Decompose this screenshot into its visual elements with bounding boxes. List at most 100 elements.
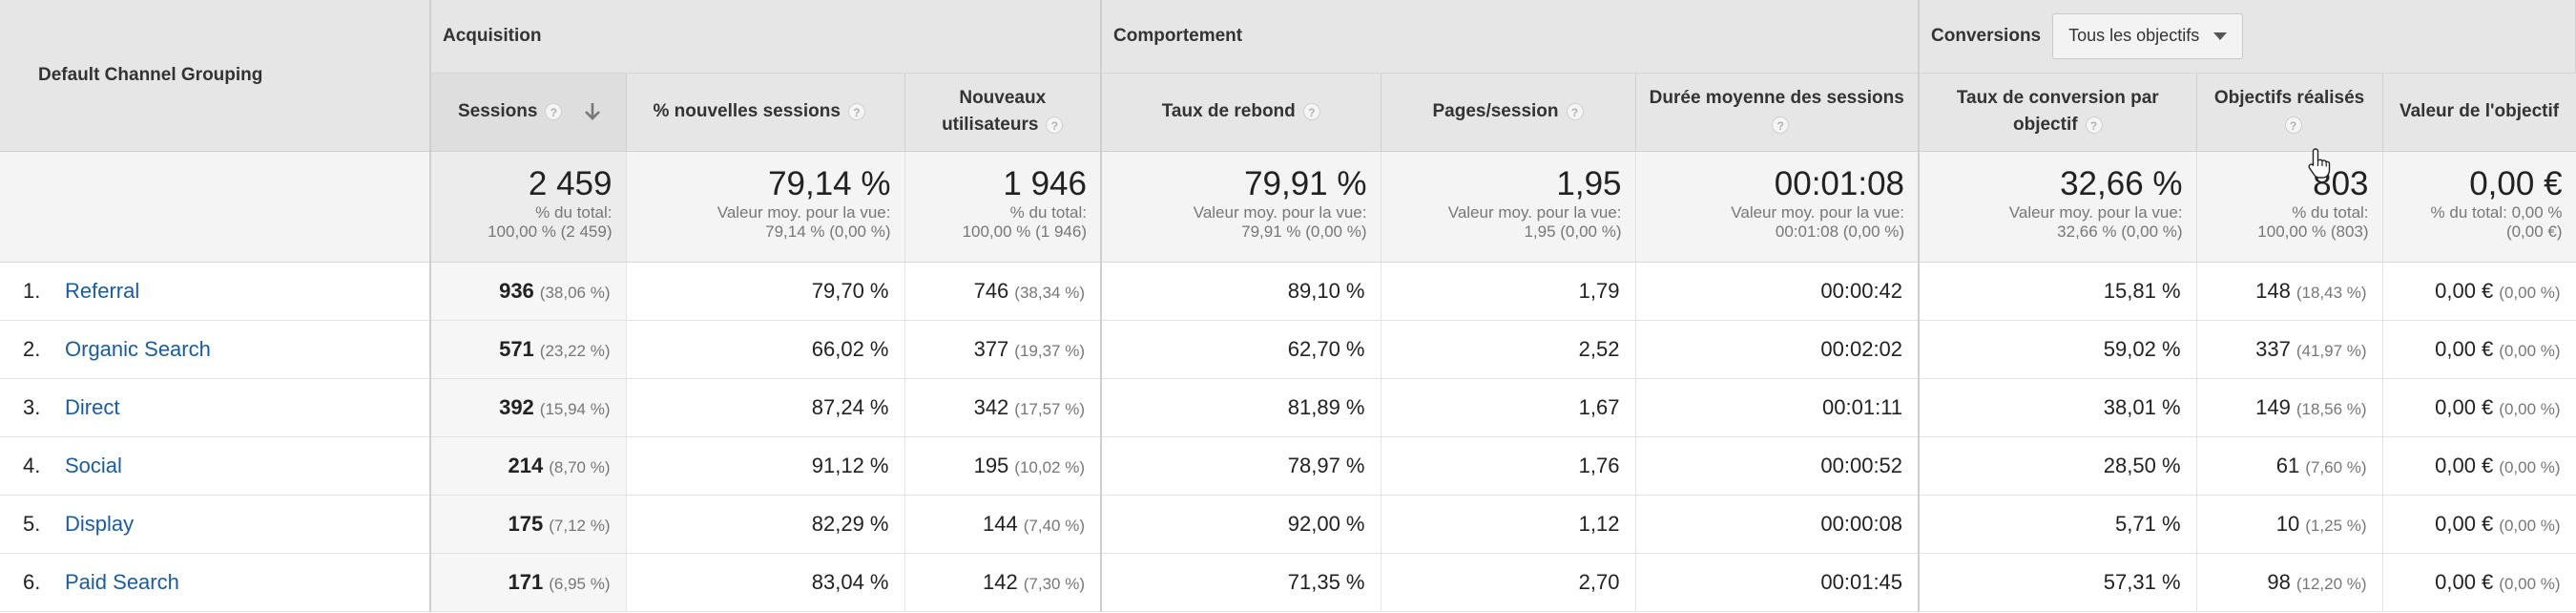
- column-header-label: Durée moyenne des sessions: [1649, 88, 1904, 108]
- column-header-bounce-rate[interactable]: Taux de rebond?: [1101, 73, 1381, 152]
- question-circle-icon[interactable]: ?: [2085, 116, 2103, 134]
- channel-link[interactable]: Referral: [65, 278, 140, 303]
- cell-value: 0,00 €: [2435, 336, 2494, 361]
- goal-selector-dropdown[interactable]: Tous les objectifs: [2052, 12, 2244, 59]
- cell-new-sessions-pct: 87,24 %: [626, 378, 905, 437]
- cell-value: 57,31 %: [2103, 569, 2181, 594]
- cell-new-sessions-pct: 91,12 %: [626, 436, 905, 496]
- cell-pages-session: 2,52: [1381, 320, 1636, 379]
- cell-value: 00:01:45: [1820, 569, 1903, 594]
- cell-conv-rate: 28,50 %: [1919, 436, 2197, 496]
- column-header-new-sessions-pct[interactable]: % nouvelles sessions?: [626, 73, 905, 152]
- cell-value: 79,70 %: [811, 278, 889, 303]
- question-circle-icon[interactable]: ?: [1302, 102, 1320, 120]
- total-caption: Valeur moy. pour la vue:: [1447, 202, 1622, 222]
- cell-avg-duration: 00:01:11: [1635, 378, 1921, 437]
- cell-value: 0,00 €: [2435, 511, 2494, 536]
- cell-value: 00:00:52: [1820, 453, 1903, 477]
- channel-link[interactable]: Organic Search: [65, 336, 211, 361]
- question-circle-icon[interactable]: ?: [847, 102, 865, 120]
- cell-bounce-rate: 81,89 %: [1101, 378, 1381, 437]
- column-header-label: Taux de conversion par objectif: [1956, 88, 2159, 135]
- hand-pointer-icon: [2308, 148, 2331, 179]
- cell-value: 342: [973, 394, 1009, 419]
- cell-percent: (6,95 %): [549, 574, 611, 593]
- table-row: 4. Social 214 (8,70 %) 91,12 % 195 (10,02 %) 78…: [0, 436, 2576, 496]
- cell-value: 936: [499, 278, 534, 303]
- cell-percent: (18,56 %): [2296, 399, 2367, 418]
- cell-percent: (0,00 %): [2499, 574, 2561, 593]
- data-rows: 1. Referral 936 (38,06 %) 79,70 % 746 (38,34 %…: [0, 262, 2576, 612]
- cell-new-users: 144 (7,40 %): [904, 495, 1102, 554]
- cell-percent: (8,70 %): [549, 457, 611, 476]
- cell-percent: (7,12 %): [549, 516, 611, 535]
- group-header-behavior: Comportement: [1101, 0, 1921, 74]
- channel-link[interactable]: Display: [65, 511, 135, 536]
- cell-value: 377: [973, 336, 1009, 361]
- cell-value: 00:00:08: [1820, 511, 1903, 536]
- dimension-header[interactable]: Default Channel Grouping: [0, 0, 431, 152]
- cell-value: 148: [2255, 278, 2291, 303]
- column-header-pages-session[interactable]: Pages/session?: [1381, 73, 1636, 152]
- total-goals-completed: 803% du total: 100,00 % (803): [2196, 151, 2383, 263]
- cell-value: 175: [508, 511, 544, 536]
- column-header-sessions[interactable]: Sessions?: [430, 73, 627, 152]
- cell-percent: (41,97 %): [2296, 341, 2367, 360]
- column-header-goal-value[interactable]: Valeur de l'objectif: [2382, 73, 2576, 152]
- row-index: 6.: [23, 569, 41, 594]
- column-header-avg-duration[interactable]: Durée moyenne des sessions?: [1635, 73, 1921, 152]
- question-circle-icon[interactable]: ?: [545, 102, 563, 120]
- question-circle-icon[interactable]: ?: [2284, 116, 2302, 134]
- channel-link[interactable]: Paid Search: [65, 569, 179, 594]
- channel-link[interactable]: Direct: [65, 394, 120, 419]
- column-header-label: Nouveaux utilisateurs: [942, 88, 1047, 135]
- question-circle-icon[interactable]: ?: [1566, 102, 1584, 120]
- cell-conv-rate: 57,31 %: [1919, 553, 2197, 612]
- cell-conv-rate: 15,81 %: [1919, 262, 2197, 321]
- cell-value: 78,97 %: [1287, 453, 1365, 477]
- cell-value: 0,00 €: [2435, 453, 2494, 477]
- cell-percent: (0,00 %): [2499, 341, 2561, 360]
- cell-value: 1,79: [1578, 278, 1620, 303]
- channel-link[interactable]: Social: [65, 453, 122, 477]
- cell-percent: (0,00 %): [2499, 457, 2561, 476]
- cell-channel: 3. Direct: [0, 378, 431, 437]
- cell-value: 0,00 €: [2435, 278, 2494, 303]
- cell-pages-session: 1,79: [1381, 262, 1636, 321]
- table-row: 3. Direct 392 (15,94 %) 87,24 % 342 (17,57 %) 8…: [0, 378, 2576, 437]
- cell-value: 144: [983, 511, 1018, 536]
- cell-conv-rate: 5,71 %: [1919, 495, 2197, 554]
- total-caption: 100,00 % (1 946): [962, 222, 1087, 241]
- cell-value: 337: [2255, 336, 2291, 361]
- total-value: 2 459: [528, 164, 613, 202]
- cell-percent: (17,57 %): [1014, 399, 1085, 418]
- total-value: 00:01:08: [1774, 164, 1905, 202]
- total-caption: 100,00 % (2 459): [488, 222, 613, 241]
- total-value: 32,66 %: [2060, 164, 2183, 202]
- cell-value: 1,67: [1578, 394, 1620, 419]
- arrow-down-icon[interactable]: [583, 101, 602, 122]
- column-header-conv-rate[interactable]: Taux de conversion par objectif?: [1919, 73, 2197, 152]
- column-header-new-users[interactable]: Nouveaux utilisateurs?: [904, 73, 1102, 152]
- total-caption: % du total: 0,00 %: [2430, 202, 2563, 222]
- total-value: 1 946: [1003, 164, 1087, 202]
- column-header-label: Taux de rebond: [1161, 101, 1296, 121]
- question-circle-icon[interactable]: ?: [1046, 116, 1064, 134]
- cell-channel: 4. Social: [0, 436, 431, 496]
- cell-goals-completed: 148 (18,43 %): [2196, 262, 2383, 321]
- column-header-goals-completed[interactable]: Objectifs réalisés?: [2196, 73, 2383, 152]
- cell-percent: (23,22 %): [539, 341, 611, 360]
- cell-conv-rate: 59,02 %: [1919, 320, 2197, 379]
- question-circle-icon[interactable]: ?: [1772, 116, 1790, 134]
- cell-value: 98: [2267, 569, 2291, 594]
- cell-value: 82,29 %: [811, 511, 889, 536]
- cell-value: 171: [508, 569, 544, 594]
- cell-channel: 2. Organic Search: [0, 320, 431, 379]
- cell-goal-value: 0,00 € (0,00 %): [2382, 495, 2576, 554]
- total-pages-session: 1,95 Valeur moy. pour la vue: 1,95 (0,00 %…: [1381, 151, 1636, 263]
- cell-value: 571: [499, 336, 534, 361]
- cell-pages-session: 1,12: [1381, 495, 1636, 554]
- total-value: 1,95: [1556, 164, 1622, 202]
- cell-value: 142: [983, 569, 1018, 594]
